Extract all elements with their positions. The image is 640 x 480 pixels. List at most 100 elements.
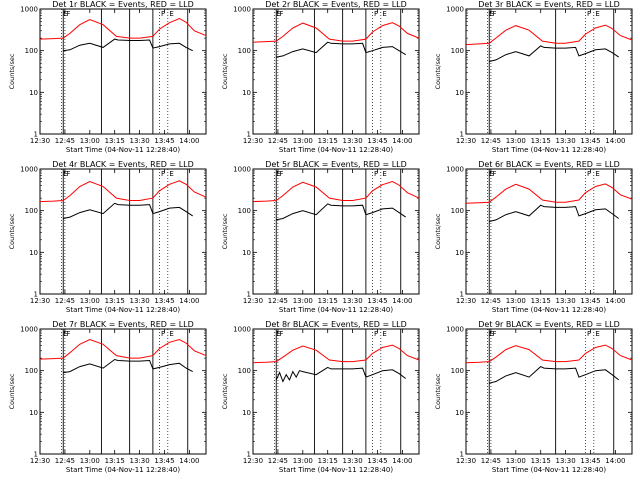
y-tick-label: 1	[460, 451, 464, 459]
marker-label: F	[161, 10, 165, 18]
chart-title: Det 3r BLACK = Events, RED = LLD	[478, 0, 620, 9]
x-tick-label: 14:00	[392, 297, 412, 305]
x-tick-label: 12:45	[55, 457, 75, 465]
x-tick-label: 12:30	[243, 457, 263, 465]
y-tick-label: 1000	[233, 6, 251, 14]
series-line-events	[276, 203, 406, 221]
marker-label: F	[66, 170, 70, 178]
x-tick-label: 13:15	[105, 297, 125, 305]
marker-label: F	[66, 10, 70, 18]
x-axis-label: Start Time (04-Nov-11 12:28:40)	[279, 306, 393, 314]
x-tick-label: 13:00	[80, 137, 100, 145]
plot-frame	[39, 168, 207, 295]
x-tick-label: 13:15	[318, 457, 338, 465]
x-tick-label: 13:30	[343, 457, 363, 465]
marker-label: E	[276, 10, 280, 18]
x-tick-label: 12:30	[456, 457, 476, 465]
x-tick-label: 12:45	[268, 137, 288, 145]
detector-panel: Det 1r BLACK = Events, RED = LLD 1 10 100 10…	[0, 0, 213, 160]
x-tick-label: 13:00	[80, 457, 100, 465]
plot-frame	[465, 8, 633, 135]
chart-title: Det 9r BLACK = Events, RED = LLD	[478, 320, 620, 329]
y-tick-label: 1	[247, 451, 251, 459]
x-tick-label: 12:30	[30, 137, 50, 145]
marker-label: E	[489, 170, 493, 178]
series-line-events	[489, 45, 619, 62]
chart-title: Det 8r BLACK = Events, RED = LLD	[265, 320, 407, 329]
y-tick-label: 1	[460, 291, 464, 299]
x-tick-label: 12:45	[268, 297, 288, 305]
series-line-lld	[39, 17, 207, 40]
x-axis-label: Start Time (04-Nov-11 12:28:40)	[279, 146, 393, 154]
x-tick-label: 13:15	[105, 457, 125, 465]
plot-frame	[39, 8, 207, 135]
y-axis-label: Counts/sec	[8, 53, 16, 89]
x-tick-label: 13:30	[343, 137, 363, 145]
marker-label: F	[587, 330, 591, 338]
y-tick-label: 1	[460, 131, 464, 139]
x-tick-label: 13:45	[367, 457, 387, 465]
x-tick-label: 12:45	[481, 457, 501, 465]
y-tick-label: 1000	[446, 6, 464, 14]
marker-label: E	[169, 170, 173, 178]
y-tick-label: 1000	[446, 166, 464, 174]
y-tick-label: 100	[25, 367, 38, 375]
chart-title: Det 7r BLACK = Events, RED = LLD	[52, 320, 194, 329]
y-tick-label: 10	[242, 89, 251, 97]
y-tick-label: 100	[25, 207, 38, 215]
chart-title: Det 1r BLACK = Events, RED = LLD	[52, 0, 194, 9]
marker-label: E	[595, 170, 599, 178]
plot-frame	[252, 8, 420, 135]
x-tick-label: 14:00	[179, 137, 199, 145]
y-tick-label: 10	[29, 409, 38, 417]
x-tick-label: 14:00	[605, 137, 625, 145]
marker-label: E	[63, 330, 67, 338]
x-axis-label: Start Time (04-Nov-11 12:28:40)	[492, 146, 606, 154]
marker-label: F	[161, 330, 165, 338]
x-axis-label: Start Time (04-Nov-11 12:28:40)	[66, 306, 180, 314]
plot-frame	[465, 168, 633, 295]
x-tick-label: 12:30	[456, 137, 476, 145]
marker-label: F	[279, 330, 283, 338]
marker-label: E	[595, 330, 599, 338]
marker-label: F	[374, 330, 378, 338]
marker-label: E	[169, 10, 173, 18]
y-tick-label: 1	[34, 451, 38, 459]
x-tick-label: 13:30	[130, 457, 150, 465]
x-tick-label: 13:00	[506, 297, 526, 305]
y-tick-label: 1000	[233, 326, 251, 334]
marker-label: F	[374, 10, 378, 18]
x-tick-label: 13:30	[556, 457, 576, 465]
series-line-events	[63, 38, 193, 52]
y-tick-label: 1000	[233, 166, 251, 174]
x-tick-label: 12:45	[481, 137, 501, 145]
x-tick-label: 12:30	[30, 297, 50, 305]
marker-label: E	[63, 10, 67, 18]
x-tick-label: 14:00	[179, 457, 199, 465]
y-tick-label: 100	[238, 47, 251, 55]
marker-label: E	[382, 170, 386, 178]
marker-label: F	[492, 330, 496, 338]
x-tick-label: 13:45	[367, 137, 387, 145]
series-line-events	[63, 202, 193, 219]
y-tick-label: 10	[242, 409, 251, 417]
y-tick-label: 10	[29, 249, 38, 257]
plot-frame	[252, 328, 420, 455]
series-line-lld	[465, 183, 633, 204]
x-tick-label: 12:45	[268, 457, 288, 465]
x-tick-label: 13:30	[343, 297, 363, 305]
y-tick-label: 100	[25, 47, 38, 55]
y-axis-label: Counts/sec	[434, 213, 442, 249]
x-tick-label: 13:45	[367, 297, 387, 305]
y-tick-label: 100	[451, 367, 464, 375]
x-tick-label: 13:45	[154, 457, 174, 465]
detector-chart-svg: Det 5r BLACK = Events, RED = LLD 1 10 100 10…	[221, 160, 420, 314]
marker-label: E	[382, 10, 386, 18]
chart-title: Det 4r BLACK = Events, RED = LLD	[52, 160, 194, 169]
y-tick-label: 100	[451, 207, 464, 215]
x-tick-label: 12:45	[481, 297, 501, 305]
marker-label: E	[489, 330, 493, 338]
series-line-lld	[465, 24, 633, 46]
x-tick-label: 13:00	[506, 457, 526, 465]
